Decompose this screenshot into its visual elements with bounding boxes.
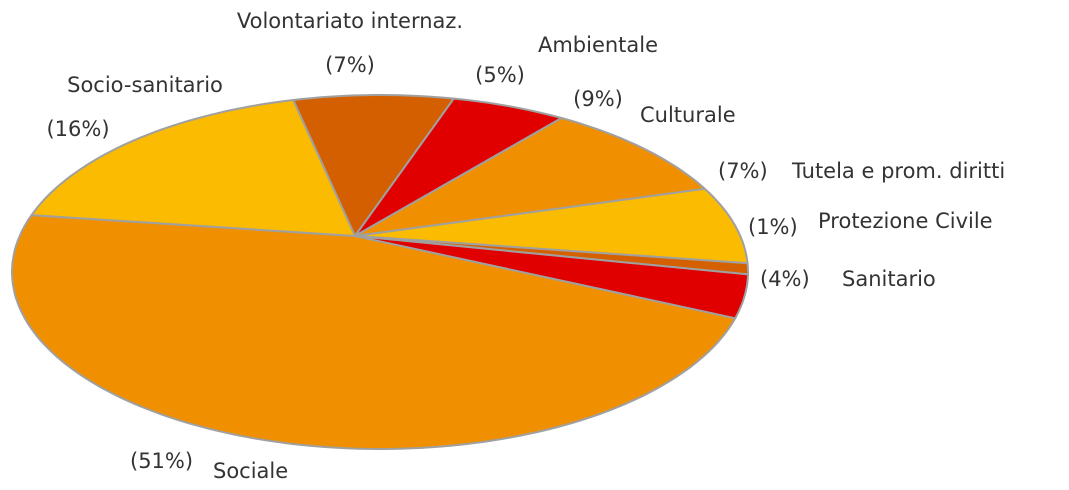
slice-label: Tutela e prom. diritti <box>791 159 1005 183</box>
pie-slice <box>30 99 356 237</box>
slice-value-label: (9%) <box>573 87 623 111</box>
pie-slice <box>354 117 706 237</box>
slice-label: Sociale <box>213 459 288 483</box>
slice-label: Ambientale <box>538 33 658 57</box>
slice-value-label: (51%) <box>130 449 193 473</box>
slice-value-label: (4%) <box>760 267 810 291</box>
pie-slice <box>11 214 737 450</box>
slice-label: Sanitario <box>842 267 936 291</box>
slice-value-label: (7%) <box>718 159 768 183</box>
pie-slice <box>354 187 749 265</box>
pie-slice <box>292 94 455 237</box>
slice-value-label: (16%) <box>46 117 109 141</box>
slice-label: Socio-sanitario <box>67 73 223 97</box>
slice-label: Protezione Civile <box>818 209 993 233</box>
slice-label: Volontariato internaz. <box>237 9 463 33</box>
slice-value-label: (1%) <box>748 215 798 239</box>
pie-slice <box>354 97 563 237</box>
slice-value-label: (7%) <box>325 53 375 77</box>
slice-value-label: (5%) <box>475 63 525 87</box>
slice-label: Culturale <box>640 103 736 127</box>
